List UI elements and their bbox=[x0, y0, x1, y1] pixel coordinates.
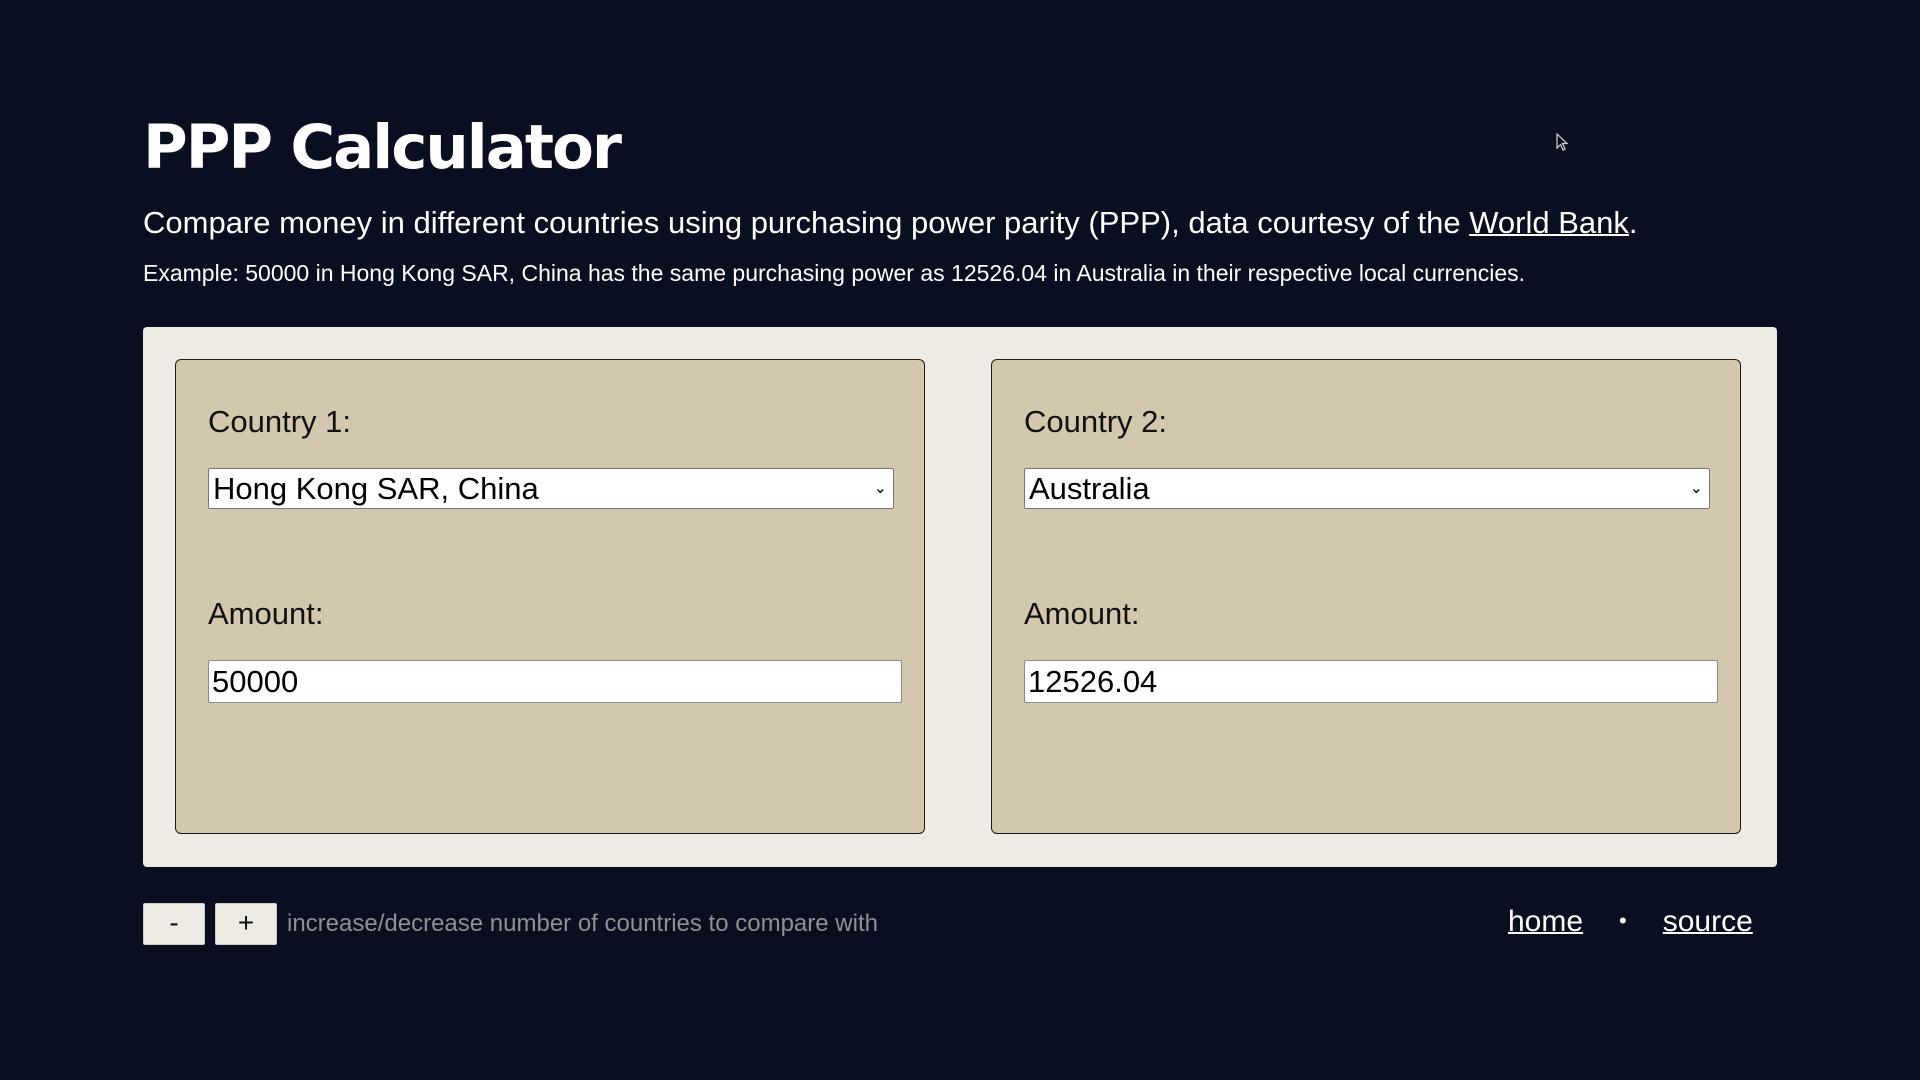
page-title: PPP Calculator bbox=[143, 112, 622, 183]
page-subtitle: Compare money in different countries usi… bbox=[143, 203, 1638, 243]
home-link[interactable]: home bbox=[1508, 905, 1584, 938]
amount-2-input[interactable]: 12526.04 bbox=[1024, 660, 1718, 703]
mouse-pointer-icon bbox=[1556, 133, 1568, 151]
country-card-1: Country 1: Hong Kong SAR, China ⌄ Amount… bbox=[175, 359, 925, 834]
chevron-down-icon: ⌄ bbox=[873, 480, 887, 497]
amount-1-label: Amount: bbox=[208, 596, 324, 631]
subtitle-text: Compare money in different countries usi… bbox=[143, 205, 1470, 240]
country-2-selected-value: Australia bbox=[1029, 471, 1150, 506]
comparison-panel: Country 1: Hong Kong SAR, China ⌄ Amount… bbox=[143, 327, 1777, 867]
example-text: Example: 50000 in Hong Kong SAR, China h… bbox=[143, 260, 1526, 286]
world-bank-link[interactable]: World Bank bbox=[1469, 205, 1629, 240]
footer-links: home • source bbox=[1508, 905, 1753, 939]
page: PPP Calculator Compare money in differen… bbox=[143, 0, 1777, 1080]
country-1-selected-value: Hong Kong SAR, China bbox=[213, 471, 539, 506]
amount-1-input[interactable]: 50000 bbox=[208, 660, 902, 703]
controls-hint: increase/decrease number of countries to… bbox=[287, 910, 878, 937]
decrease-countries-button[interactable]: - bbox=[143, 903, 205, 945]
country-1-label: Country 1: bbox=[208, 404, 352, 439]
footer-separator: • bbox=[1619, 908, 1627, 933]
country-2-select[interactable]: Australia ⌄ bbox=[1024, 468, 1710, 509]
chevron-down-icon: ⌄ bbox=[1689, 480, 1703, 497]
country-card-2: Country 2: Australia ⌄ Amount: 12526.04 bbox=[991, 359, 1741, 834]
subtitle-period: . bbox=[1628, 205, 1638, 240]
increase-countries-button[interactable]: + bbox=[215, 903, 277, 945]
source-link[interactable]: source bbox=[1662, 905, 1753, 938]
country-2-label: Country 2: bbox=[1024, 404, 1168, 439]
country-1-select[interactable]: Hong Kong SAR, China ⌄ bbox=[208, 468, 894, 509]
amount-2-label: Amount: bbox=[1024, 596, 1140, 631]
